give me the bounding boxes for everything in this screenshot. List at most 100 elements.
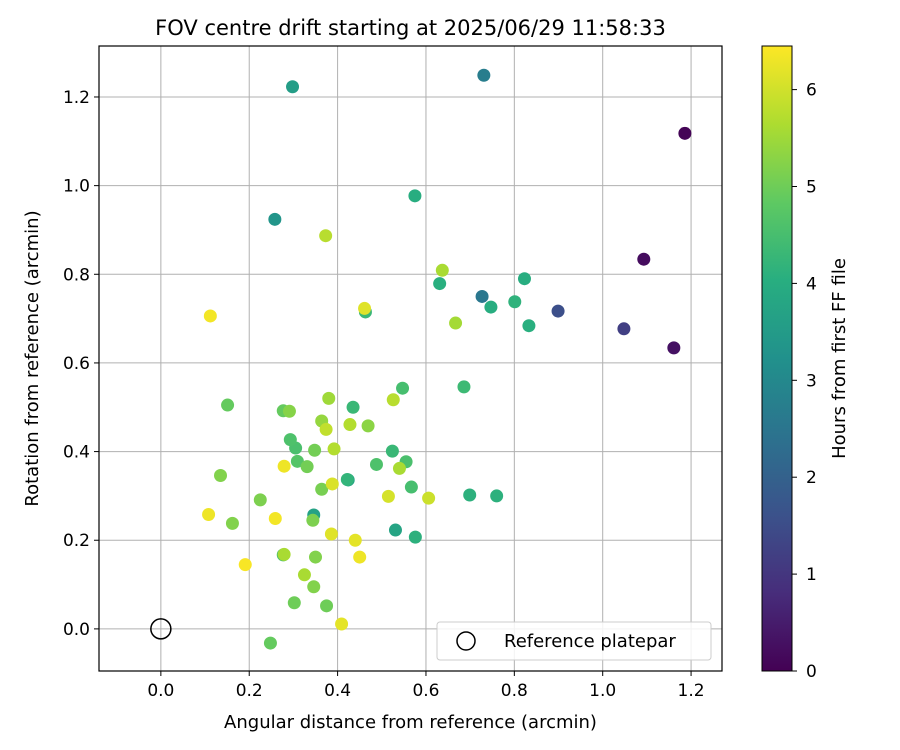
data-point: [283, 433, 297, 447]
data-point: [408, 530, 422, 544]
y-tick-label: 0.0: [63, 620, 90, 640]
data-point: [361, 419, 375, 433]
data-point: [449, 316, 463, 330]
x-tick-label: 0.2: [236, 681, 263, 701]
legend-box: [436, 621, 712, 661]
x-tick-label: 1.2: [678, 681, 705, 701]
legend-marker: [456, 631, 476, 651]
data-point: [457, 380, 471, 394]
legend-label: Reference platepar: [504, 631, 676, 652]
y-tick-label: 1.0: [63, 177, 90, 197]
data-points: [202, 68, 692, 650]
data-point: [319, 229, 333, 243]
y-tick-label: 0.8: [63, 265, 90, 285]
colorbar-tick-label: 6: [806, 81, 817, 101]
data-point: [522, 319, 536, 333]
data-point: [463, 488, 477, 502]
colorbar-ticks: 0 1 2 3 4 5 6: [792, 81, 817, 682]
data-point: [297, 568, 311, 582]
data-point: [484, 300, 498, 314]
data-point: [320, 599, 334, 613]
x-axis-ticks: 0.0 0.2 0.4 0.6 0.8 1.0 1.2: [147, 671, 705, 701]
data-point: [617, 322, 631, 336]
data-point: [225, 516, 239, 530]
x-tick-label: 0.8: [501, 681, 528, 701]
legend: Reference platepar: [436, 621, 712, 661]
y-tick-label: 0.4: [63, 443, 90, 463]
x-tick-label: 1.0: [589, 681, 616, 701]
data-point: [300, 460, 314, 474]
data-point: [637, 252, 651, 266]
data-point: [340, 473, 354, 487]
data-point: [477, 68, 491, 82]
data-point: [221, 398, 235, 412]
data-point: [422, 491, 436, 505]
data-point: [343, 418, 357, 432]
data-point: [508, 295, 522, 309]
plot-frame: [98, 45, 723, 672]
data-point: [322, 391, 336, 405]
data-point: [667, 341, 681, 355]
data-point: [386, 393, 400, 407]
data-point: [308, 443, 322, 457]
data-point: [353, 550, 367, 564]
data-point: [381, 489, 395, 503]
y-axis-label: Rotation from reference (arcmin): [22, 210, 43, 506]
data-point: [203, 309, 217, 323]
data-point: [388, 523, 402, 537]
y-axis-ticks: 0.0 0.2 0.4 0.6 0.8 1.0 1.2: [63, 88, 99, 640]
chart-title: FOV centre drift starting at 2025/06/29 …: [155, 16, 666, 40]
data-point: [282, 404, 296, 418]
data-point: [214, 469, 228, 483]
data-point: [551, 304, 565, 318]
x-axis-label: Angular distance from reference (arcmin): [224, 712, 597, 733]
data-point: [435, 263, 449, 277]
data-point: [433, 277, 447, 291]
data-point: [475, 289, 489, 303]
colorbar-tick-label: 4: [806, 274, 817, 294]
data-point: [286, 80, 300, 94]
data-point: [315, 482, 329, 496]
colorbar-gradient: [761, 45, 793, 672]
data-point: [287, 596, 301, 610]
data-point: [319, 422, 333, 436]
x-tick-label: 0.6: [412, 681, 439, 701]
y-tick-label: 0.2: [63, 531, 90, 551]
data-point: [309, 550, 323, 564]
data-point: [327, 442, 341, 456]
data-point: [277, 459, 291, 473]
data-point: [678, 126, 692, 140]
data-point: [335, 617, 349, 631]
data-point: [348, 533, 362, 547]
data-point: [404, 480, 418, 494]
data-point: [392, 461, 406, 475]
data-point: [490, 489, 504, 503]
data-point: [307, 580, 321, 594]
colorbar-tick-label: 0: [806, 662, 817, 682]
x-tick-label: 0.4: [324, 681, 351, 701]
data-point: [358, 301, 372, 315]
colorbar: 0 1 2 3 4 5 6 Hours from first FF file: [761, 45, 850, 682]
reference-platepar-marker: [150, 618, 172, 640]
data-point: [346, 400, 360, 414]
data-point: [202, 508, 216, 522]
colorbar-tick-label: 2: [806, 468, 817, 488]
data-point: [238, 558, 252, 572]
colorbar-tick-label: 1: [806, 565, 817, 585]
x-tick-label: 0.0: [147, 681, 174, 701]
colorbar-label: Hours from first FF file: [829, 258, 850, 459]
data-point: [263, 636, 277, 650]
data-point: [369, 457, 383, 471]
y-tick-label: 0.6: [63, 354, 90, 374]
data-point: [408, 189, 422, 203]
y-tick-label: 1.2: [63, 88, 90, 108]
data-point: [290, 454, 304, 468]
data-point: [277, 547, 291, 561]
data-point: [268, 212, 282, 226]
data-point: [396, 381, 410, 395]
data-point: [325, 477, 339, 491]
data-point: [253, 493, 267, 507]
colorbar-tick-label: 5: [806, 178, 817, 198]
data-point: [268, 512, 282, 526]
